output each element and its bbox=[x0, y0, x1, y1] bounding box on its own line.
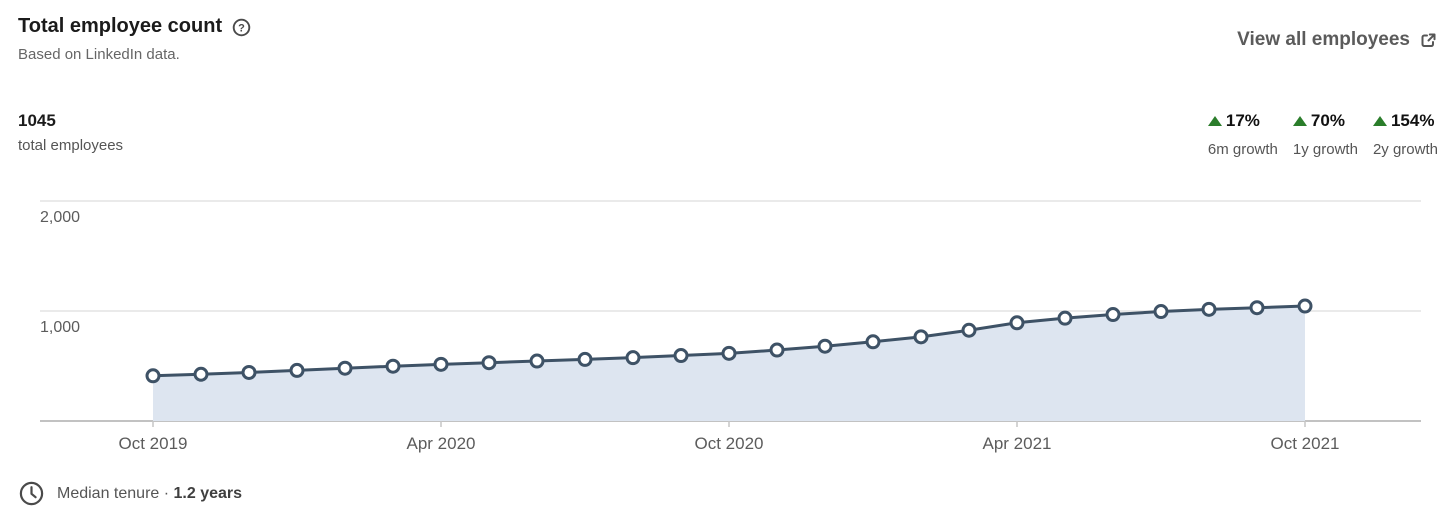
chart-point[interactable] bbox=[913, 329, 929, 345]
chart-point[interactable] bbox=[241, 364, 257, 380]
growth-6m-label: 6m growth bbox=[1207, 141, 1278, 158]
chart-point[interactable] bbox=[529, 353, 545, 369]
chart-point[interactable] bbox=[817, 338, 833, 354]
chart-point[interactable] bbox=[193, 366, 209, 382]
employee-count-chart[interactable]: 2,000 1,000 Oct 2019 Apr 2020 Oct 2020 Apr 20… bbox=[0, 190, 1456, 470]
y-axis-label: 1,000 bbox=[40, 319, 80, 336]
chart-point[interactable] bbox=[673, 348, 689, 364]
growth-6m-value: 17% bbox=[1225, 111, 1260, 130]
total-employees-stat: 1045 total employees bbox=[18, 110, 123, 156]
growth-up-icon bbox=[1292, 116, 1307, 126]
view-all-employees-link[interactable]: View all employees bbox=[1237, 27, 1438, 53]
clock-icon bbox=[18, 480, 45, 507]
growth-1y-label: 1y growth bbox=[1292, 141, 1358, 158]
growth-stat-1y: 70% 1y growth bbox=[1292, 110, 1358, 159]
external-link-icon bbox=[1419, 31, 1438, 50]
chart-point[interactable] bbox=[1105, 307, 1121, 323]
chart-point[interactable] bbox=[625, 350, 641, 366]
median-tenure-text: Median tenure · 1.2 years bbox=[57, 485, 242, 503]
help-question-icon[interactable]: ? bbox=[232, 18, 251, 37]
chart-point[interactable] bbox=[577, 351, 593, 367]
chart-point[interactable] bbox=[769, 342, 785, 358]
growth-2y-value: 154% bbox=[1390, 111, 1435, 130]
total-employees-label: total employees bbox=[18, 137, 124, 154]
chart-point[interactable] bbox=[289, 362, 305, 378]
chart-point[interactable] bbox=[865, 334, 881, 350]
chart-point[interactable] bbox=[1153, 304, 1169, 320]
x-axis-label: Oct 2020 bbox=[695, 434, 764, 453]
x-axis-label: Oct 2021 bbox=[1271, 434, 1340, 453]
chart-point[interactable] bbox=[481, 355, 497, 371]
card-header: Total employee count ? Based on LinkedIn… bbox=[18, 14, 251, 65]
view-all-label: View all employees bbox=[1237, 29, 1410, 50]
growth-stat-6m: 17% 6m growth bbox=[1207, 110, 1278, 159]
svg-text:?: ? bbox=[238, 22, 245, 34]
chart-point[interactable] bbox=[385, 358, 401, 374]
chart-point[interactable] bbox=[1201, 301, 1217, 317]
total-employees-value: 1045 bbox=[18, 111, 56, 130]
chart-point[interactable] bbox=[1057, 310, 1073, 326]
chart-point[interactable] bbox=[1297, 298, 1313, 314]
page-title: Total employee count bbox=[18, 15, 223, 37]
median-tenure-value: 1.2 years bbox=[173, 484, 243, 502]
chart-point[interactable] bbox=[1249, 300, 1265, 316]
chart-point[interactable] bbox=[961, 322, 977, 338]
median-tenure-label: Median tenure · bbox=[57, 484, 170, 502]
growth-up-icon bbox=[1372, 116, 1387, 126]
y-axis-label: 2,000 bbox=[40, 209, 80, 226]
chart-point[interactable] bbox=[145, 368, 161, 384]
median-tenure-footer: Median tenure · 1.2 years bbox=[18, 480, 242, 507]
growth-stats: 17% 6m growth 70% 1y growth 154% 2y grow… bbox=[1207, 110, 1438, 159]
x-axis-label: Apr 2020 bbox=[407, 434, 476, 453]
chart-point[interactable] bbox=[337, 360, 353, 376]
growth-1y-value: 70% bbox=[1310, 111, 1345, 130]
chart-point[interactable] bbox=[433, 356, 449, 372]
growth-stat-2y: 154% 2y growth bbox=[1372, 110, 1438, 159]
x-axis-label: Apr 2021 bbox=[983, 434, 1052, 453]
growth-up-icon bbox=[1207, 116, 1222, 126]
chart-point[interactable] bbox=[721, 345, 737, 361]
area-fill bbox=[153, 306, 1305, 421]
x-axis-label: Oct 2019 bbox=[119, 434, 188, 453]
chart-point[interactable] bbox=[1009, 315, 1025, 331]
growth-2y-label: 2y growth bbox=[1372, 141, 1438, 158]
card-subtitle: Based on LinkedIn data. bbox=[18, 46, 180, 63]
